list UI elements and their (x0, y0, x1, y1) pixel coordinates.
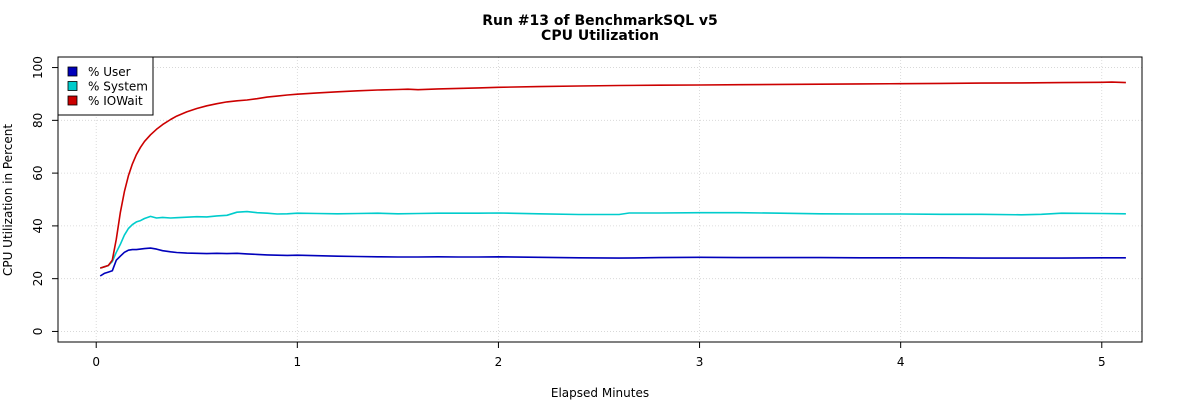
chart-title: Run #13 of BenchmarkSQL v5 (482, 13, 718, 29)
y-axis-title: CPU Utilization in Percent (1, 124, 15, 276)
x-tick-label: 4 (897, 355, 905, 369)
x-tick-label: 0 (92, 355, 100, 369)
legend-swatch (67, 95, 78, 106)
legend-label: % User (88, 65, 131, 79)
y-tick-label: 80 (31, 113, 45, 128)
series-lines (99, 81, 1126, 277)
legend-swatch (67, 81, 78, 91)
plot-frame (57, 56, 1143, 343)
legend-swatch (67, 66, 78, 77)
y-tick-label: 60 (31, 165, 45, 180)
x-axis-title: Elapsed Minutes (551, 386, 649, 400)
series-line-1 (99, 210, 1126, 269)
grid (58, 57, 1142, 342)
legend: % User% System% IOWait (57, 56, 154, 116)
x-tick-label: 5 (1098, 355, 1106, 369)
y-tick-label: 0 (31, 328, 45, 336)
legend-label: % System (88, 80, 148, 94)
y-tick-label: 100 (31, 56, 45, 79)
y-tick-label: 20 (31, 271, 45, 286)
series-line-2 (99, 81, 1126, 269)
axis-ticks: 0 1 2 3 4 5 0 20 40 60 80 100 (31, 56, 1106, 369)
x-tick-label: 1 (294, 355, 302, 369)
legend-label: % IOWait (88, 94, 143, 108)
x-tick-label: 3 (696, 355, 704, 369)
chart-subtitle: CPU Utilization (541, 28, 659, 44)
x-tick-label: 2 (495, 355, 503, 369)
y-tick-label: 40 (31, 218, 45, 233)
series-line-0 (99, 247, 1126, 277)
chart-title-block: Run #13 of BenchmarkSQL v5 CPU Utilizati… (0, 14, 1200, 44)
